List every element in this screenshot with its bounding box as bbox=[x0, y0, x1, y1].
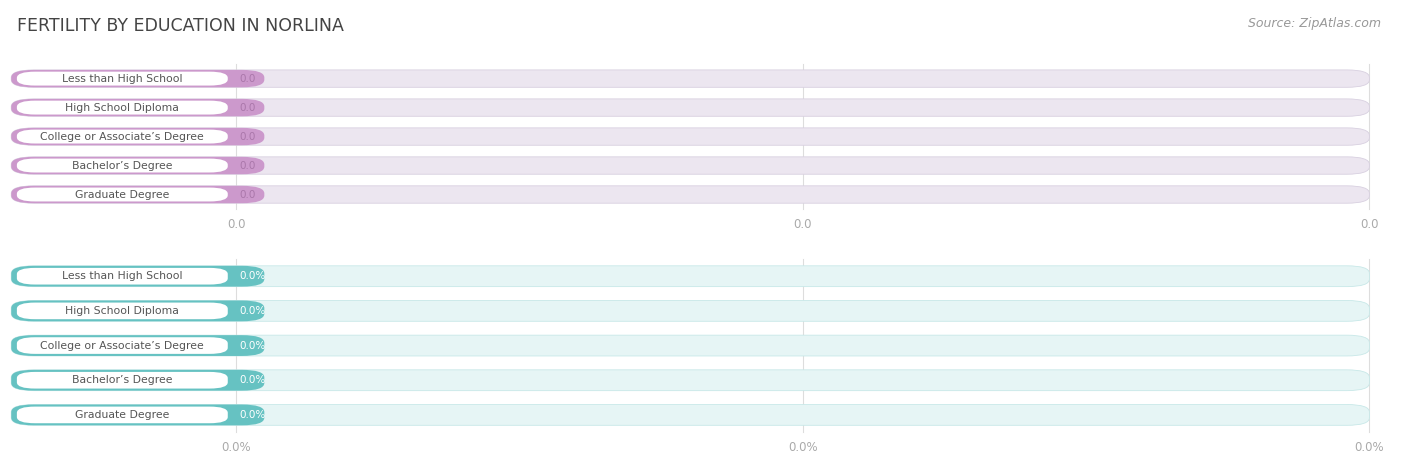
Text: 0.0%: 0.0% bbox=[239, 375, 266, 385]
Text: Source: ZipAtlas.com: Source: ZipAtlas.com bbox=[1247, 17, 1381, 29]
FancyBboxPatch shape bbox=[17, 268, 228, 285]
Text: 0.0%: 0.0% bbox=[787, 441, 818, 455]
FancyBboxPatch shape bbox=[17, 303, 228, 319]
FancyBboxPatch shape bbox=[11, 99, 264, 116]
Text: 0.0%: 0.0% bbox=[239, 341, 266, 351]
Text: Bachelor’s Degree: Bachelor’s Degree bbox=[72, 375, 173, 385]
FancyBboxPatch shape bbox=[11, 70, 1369, 87]
FancyBboxPatch shape bbox=[11, 405, 264, 425]
Text: College or Associate’s Degree: College or Associate’s Degree bbox=[41, 341, 204, 351]
Text: Less than High School: Less than High School bbox=[62, 74, 183, 84]
FancyBboxPatch shape bbox=[11, 370, 1369, 390]
Text: Graduate Degree: Graduate Degree bbox=[75, 190, 170, 200]
FancyBboxPatch shape bbox=[17, 188, 228, 201]
Text: College or Associate’s Degree: College or Associate’s Degree bbox=[41, 132, 204, 142]
Text: 0.0: 0.0 bbox=[239, 161, 256, 171]
Text: High School Diploma: High School Diploma bbox=[66, 103, 179, 113]
FancyBboxPatch shape bbox=[11, 128, 1369, 145]
FancyBboxPatch shape bbox=[17, 159, 228, 172]
Text: 0.0: 0.0 bbox=[239, 190, 256, 200]
FancyBboxPatch shape bbox=[17, 372, 228, 389]
Text: 0.0%: 0.0% bbox=[221, 441, 252, 455]
Text: 0.0: 0.0 bbox=[239, 132, 256, 142]
FancyBboxPatch shape bbox=[11, 335, 264, 356]
FancyBboxPatch shape bbox=[11, 128, 264, 145]
Text: 0.0: 0.0 bbox=[226, 218, 246, 231]
Text: 0.0: 0.0 bbox=[793, 218, 813, 231]
FancyBboxPatch shape bbox=[11, 405, 1369, 425]
Text: High School Diploma: High School Diploma bbox=[66, 306, 179, 316]
FancyBboxPatch shape bbox=[11, 301, 1369, 321]
FancyBboxPatch shape bbox=[17, 72, 228, 86]
FancyBboxPatch shape bbox=[11, 157, 264, 174]
Text: FERTILITY BY EDUCATION IN NORLINA: FERTILITY BY EDUCATION IN NORLINA bbox=[17, 17, 343, 35]
Text: Graduate Degree: Graduate Degree bbox=[75, 410, 170, 420]
FancyBboxPatch shape bbox=[11, 301, 264, 321]
FancyBboxPatch shape bbox=[11, 70, 264, 87]
FancyBboxPatch shape bbox=[11, 266, 1369, 286]
Text: 0.0%: 0.0% bbox=[239, 306, 266, 316]
FancyBboxPatch shape bbox=[11, 99, 1369, 116]
FancyBboxPatch shape bbox=[11, 370, 264, 390]
FancyBboxPatch shape bbox=[11, 157, 1369, 174]
FancyBboxPatch shape bbox=[17, 101, 228, 114]
FancyBboxPatch shape bbox=[11, 335, 1369, 356]
Text: 0.0%: 0.0% bbox=[1354, 441, 1385, 455]
FancyBboxPatch shape bbox=[11, 266, 264, 286]
Text: 0.0: 0.0 bbox=[239, 74, 256, 84]
FancyBboxPatch shape bbox=[11, 186, 1369, 203]
Text: Bachelor’s Degree: Bachelor’s Degree bbox=[72, 161, 173, 171]
FancyBboxPatch shape bbox=[17, 337, 228, 354]
Text: 0.0: 0.0 bbox=[1360, 218, 1379, 231]
FancyBboxPatch shape bbox=[17, 130, 228, 143]
FancyBboxPatch shape bbox=[17, 407, 228, 423]
Text: Less than High School: Less than High School bbox=[62, 271, 183, 281]
Text: 0.0%: 0.0% bbox=[239, 410, 266, 420]
FancyBboxPatch shape bbox=[11, 186, 264, 203]
Text: 0.0: 0.0 bbox=[239, 103, 256, 113]
Text: 0.0%: 0.0% bbox=[239, 271, 266, 281]
